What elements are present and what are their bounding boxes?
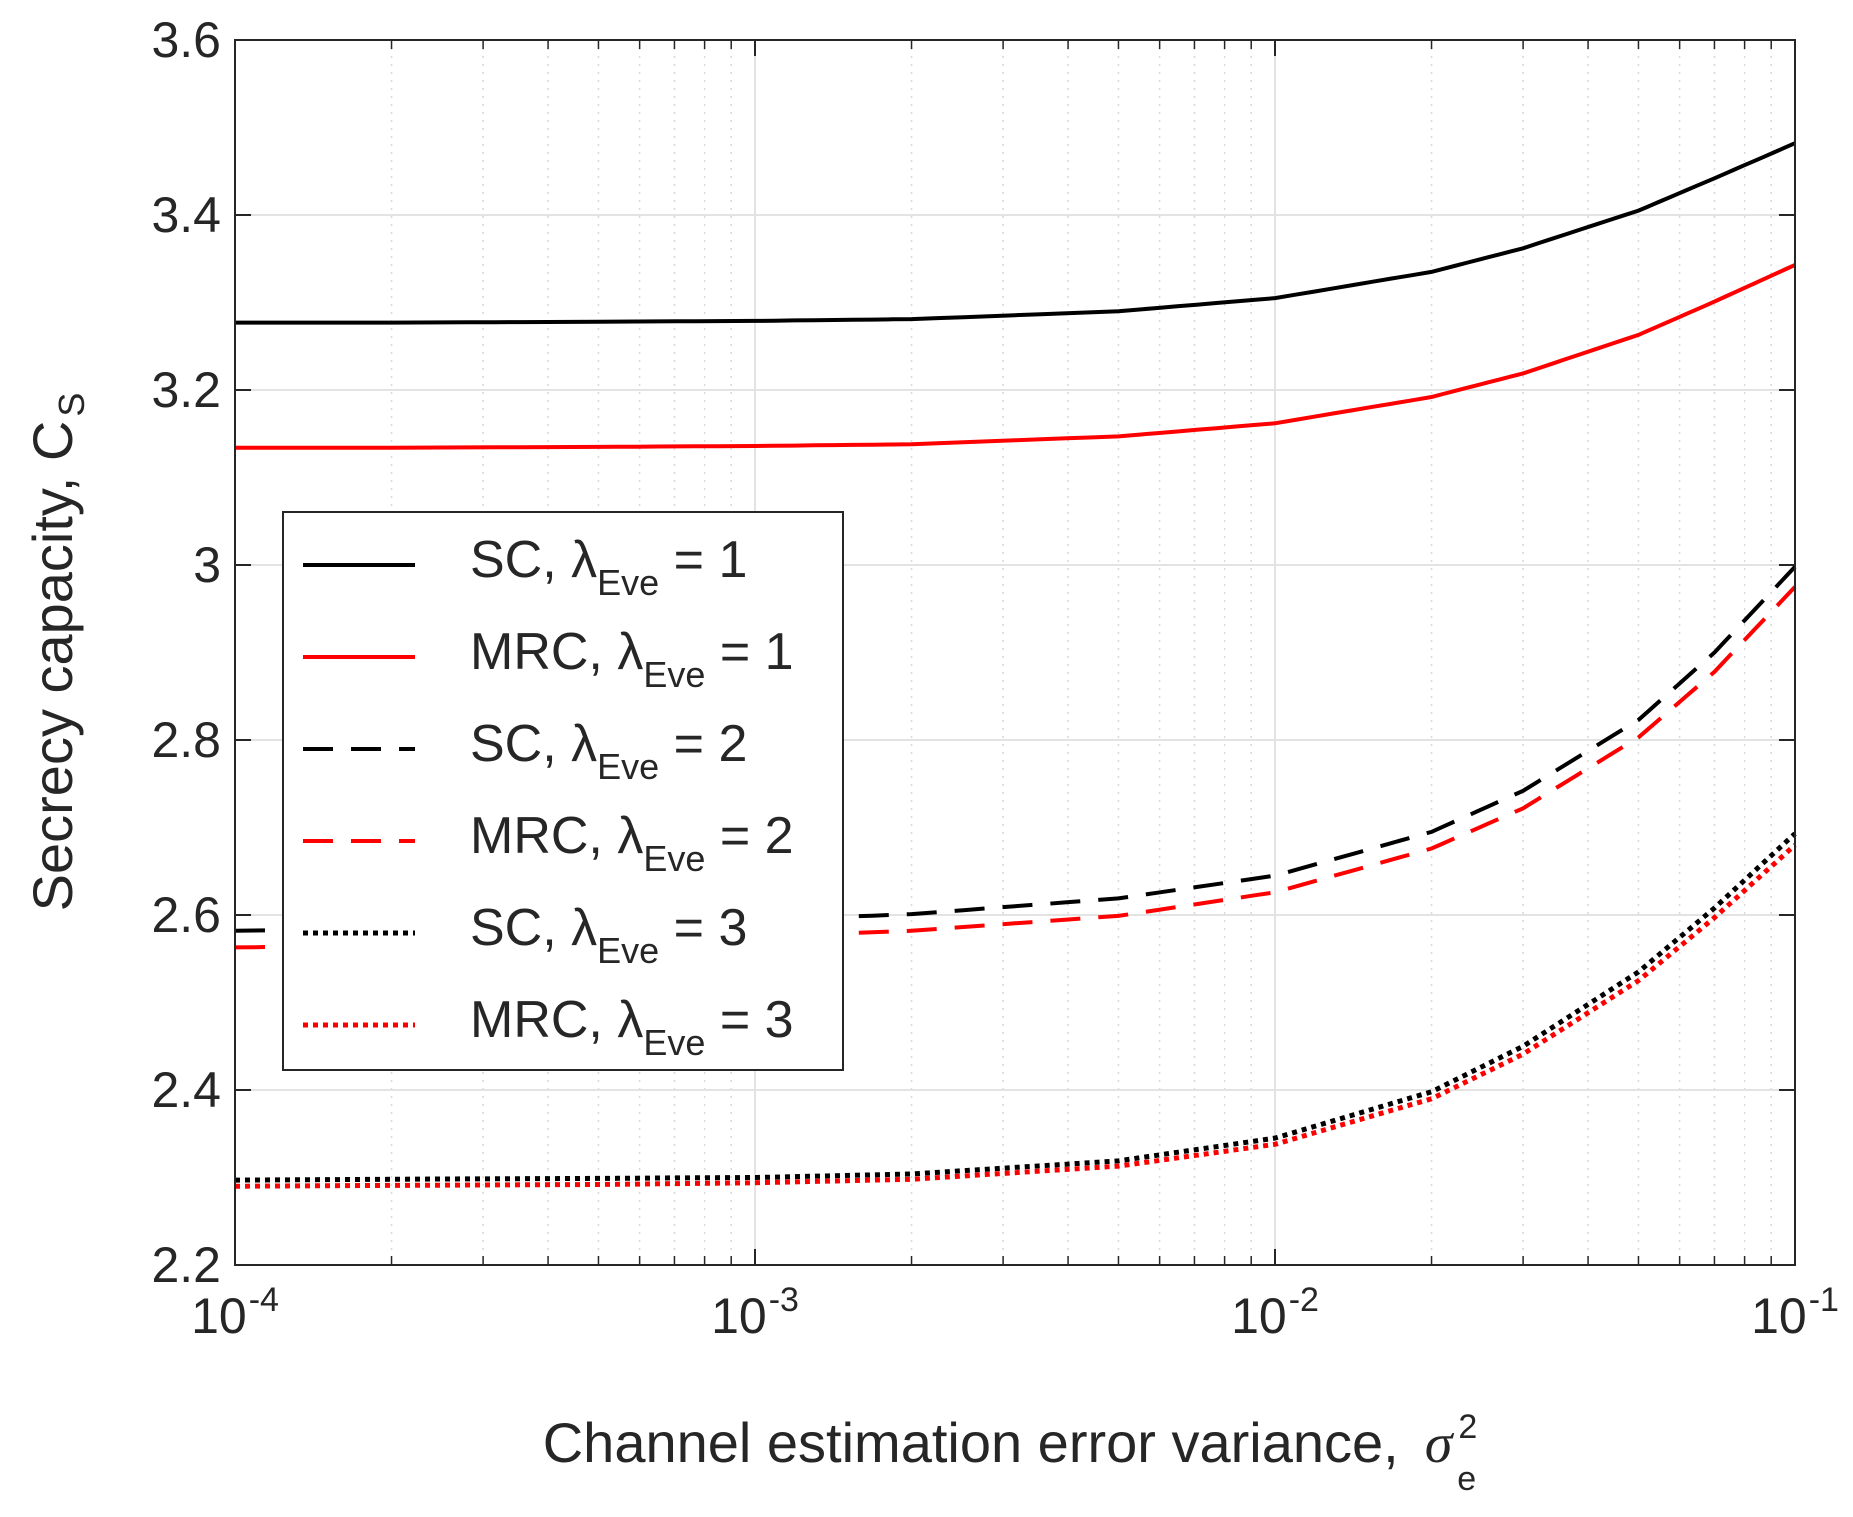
series-line: [234, 843, 1797, 1189]
y-tick-label: 3.4: [151, 187, 221, 243]
series-line: [234, 565, 1797, 933]
y-axis-label: Secrecy capacity, CS: [21, 393, 92, 912]
y-tick-label: 3: [193, 537, 221, 593]
series-line: [234, 831, 1797, 1183]
legend-item: MRC, λEve = 3: [303, 991, 794, 1063]
y-tick-label: 3.2: [151, 362, 221, 418]
y-tick-label: 2.6: [151, 887, 221, 943]
axes-box: [234, 39, 1796, 1266]
legend-label: SC, λEve = 2: [470, 715, 747, 787]
legend-item: MRC, λEve = 2: [303, 807, 794, 879]
legend-label: SC, λEve = 3: [470, 899, 747, 971]
y-tick-label: 2.8: [151, 712, 221, 768]
legend-box: [282, 511, 844, 1071]
x-tick-label: 10-2: [1231, 1281, 1319, 1344]
legend-label: MRC, λEve = 1: [470, 623, 794, 695]
y-tick-labels: 2.2 2.4 2.6 2.8 3 3.2 3.4 3.6: [151, 12, 221, 1293]
legend: SC, λEve = 1 MRC, λEve = 1 SC, λEve = 2 MRC…: [282, 511, 844, 1071]
legend-item: SC, λEve = 1: [303, 531, 747, 603]
series-line: [235, 263, 1796, 450]
x-tick-label: 10-1: [1751, 1281, 1839, 1344]
series-layer: [234, 141, 1797, 1189]
series-line: [234, 585, 1797, 950]
y-tick-label: 2.2: [151, 1237, 221, 1293]
y-tick-label: 2.4: [151, 1062, 221, 1118]
x-tick-label: 10-4: [191, 1281, 279, 1344]
tick-marks: [234, 39, 1796, 1266]
x-tick-label: 10-3: [711, 1281, 799, 1344]
legend-item: SC, λEve = 2: [303, 715, 747, 787]
legend-item: MRC, λEve = 1: [303, 623, 794, 695]
x-axis-label: Channel estimation error variance, σ 2 e: [543, 1408, 1478, 1498]
legend-label: MRC, λEve = 2: [470, 807, 794, 879]
legend-item: SC, λEve = 3: [303, 899, 747, 971]
legend-label: SC, λEve = 1: [470, 531, 747, 603]
y-tick-label: 3.6: [151, 12, 221, 68]
x-tick-labels: 10-4 10-3 10-2 10-1: [191, 1281, 1839, 1344]
legend-label: MRC, λEve = 3: [470, 991, 794, 1063]
series-line: [235, 141, 1796, 325]
